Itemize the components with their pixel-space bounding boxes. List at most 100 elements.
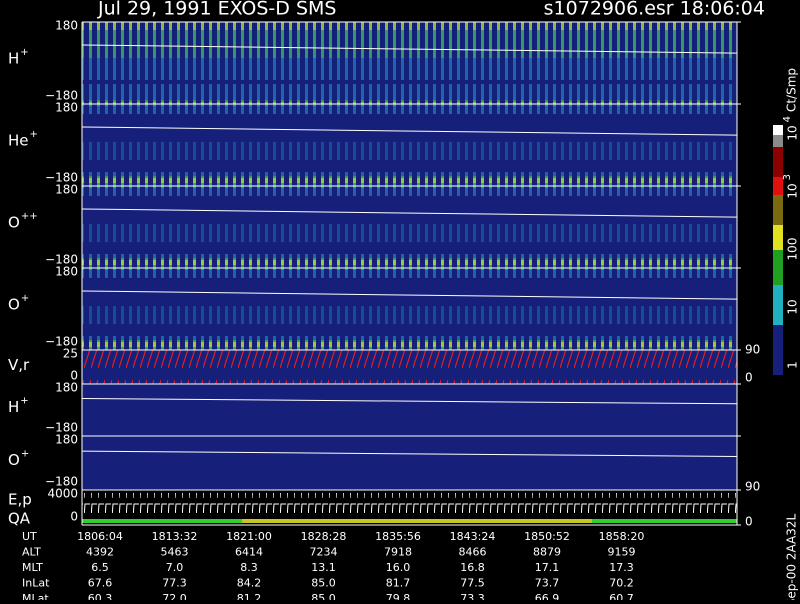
panel-label: O	[8, 295, 20, 313]
colorbar-tick: 10 3	[782, 174, 800, 199]
row-label: ALT	[22, 546, 41, 559]
left-tick-label: 0	[70, 510, 78, 524]
colorbar-tick-label: 1	[786, 361, 800, 369]
colorbar-ticks: 1 10 100 10 3 10 4	[782, 116, 800, 369]
cell: 73.3	[460, 592, 485, 600]
colorbar: Ct/Smp	[773, 68, 799, 375]
colorbar-unit: Ct/Smp	[785, 68, 799, 112]
row-label: MLat	[22, 592, 49, 600]
left-tick-label: 180	[55, 265, 78, 279]
right-tick-label: 90	[745, 343, 760, 357]
cell: 81.2	[237, 592, 262, 600]
panel-label: H	[8, 398, 19, 416]
cell: 77.5	[460, 577, 485, 590]
colorbar-tick-label: 10	[786, 183, 800, 198]
panel-plot	[82, 22, 737, 104]
cell: 1843:24	[450, 530, 496, 543]
cell: 8466	[459, 546, 487, 559]
cell: 6.5	[91, 561, 109, 574]
header-right: s1072906.esr 18:06:04	[544, 0, 765, 20]
ephemeris-table: UT 1806:04 1813:32 1821:00 1828:28 1835:56 184…	[22, 530, 645, 604]
cell: 77.3	[162, 577, 187, 590]
cell: 16.0	[386, 561, 411, 574]
left-tick-label: 180	[55, 433, 78, 447]
cell: 1828:28	[301, 530, 347, 543]
panel-plot	[82, 436, 737, 490]
cell: 60.3	[88, 592, 113, 600]
left-tick-label: 4000	[47, 487, 78, 501]
trace-line	[81, 290, 738, 300]
cell: 1858:20	[599, 530, 645, 543]
panel-label: QA	[8, 510, 31, 528]
cell: 84.2	[237, 577, 262, 590]
left-tick-label: −180	[45, 253, 78, 267]
panel-plot	[82, 268, 737, 350]
panel-plot	[82, 186, 737, 268]
cell: 16.8	[460, 561, 485, 574]
qa-bar	[242, 519, 592, 523]
left-tick-label: −180	[45, 171, 78, 185]
right-tick-label: 90	[745, 480, 760, 494]
panel-label-sup: +	[20, 47, 28, 58]
trace-line	[81, 450, 738, 458]
cell: 1806:04	[77, 530, 123, 543]
panel-plot	[82, 384, 737, 436]
cell: 4392	[86, 546, 114, 559]
panel-label-sup: +	[21, 448, 29, 459]
cell: 13.1	[311, 561, 336, 574]
cell: 73.7	[535, 577, 560, 590]
cell: 85.0	[311, 592, 336, 600]
qa-bar	[592, 519, 737, 523]
panel-label: H	[8, 49, 19, 67]
cell: 70.2	[609, 577, 634, 590]
trace-line	[81, 44, 738, 54]
colorbar-tick-sup: 4	[782, 116, 793, 122]
left-tick-label: 180	[55, 101, 78, 115]
qa-bar	[82, 519, 242, 523]
cell: 79.8	[386, 592, 411, 600]
cell: 7.0	[166, 561, 184, 574]
colorbar-tick: 10 4	[782, 116, 800, 141]
panel-label-sup: +	[21, 293, 29, 304]
cell: 7234	[310, 546, 338, 559]
left-tick-label: 25	[63, 347, 78, 361]
panel-label: He	[8, 131, 29, 149]
left-tick-label: −180	[45, 475, 78, 489]
cell: 8.3	[240, 561, 258, 574]
cell: 81.7	[386, 577, 411, 590]
cell: 17.3	[609, 561, 634, 574]
panel-label-sup: ++	[21, 211, 38, 222]
colorbar-tick-label: 100	[786, 238, 800, 261]
cell: 17.1	[535, 561, 560, 574]
right-tick-label: 0	[745, 515, 753, 529]
cell: 1850:52	[524, 530, 570, 543]
cell: 67.6	[88, 577, 113, 590]
panel-plot	[82, 350, 737, 384]
header-left: Jul 29, 1991 EXOS-D SMS	[97, 0, 336, 20]
left-tick-label: −180	[45, 335, 78, 349]
left-tick-label: 180	[55, 183, 78, 197]
cell: 1813:32	[152, 530, 198, 543]
left-tick-label: −180	[45, 421, 78, 435]
cell: 1835:56	[375, 530, 421, 543]
qa-sawtooth	[82, 493, 737, 513]
panel-label-sup: +	[20, 395, 28, 406]
colorbar-tick: 1	[786, 361, 800, 369]
row-label: MLT	[22, 561, 43, 574]
panel-label: V,r	[8, 356, 30, 374]
footer: Sep-00 2AA32L	[785, 514, 799, 601]
cell: 1821:00	[226, 530, 272, 543]
cell: 72.0	[162, 592, 187, 600]
colorbar-tick-sup: 3	[782, 174, 793, 180]
right-tick-label: 0	[745, 371, 753, 385]
left-tick-label: 0	[70, 369, 78, 383]
colorbar-tick: 10	[786, 299, 800, 314]
cell: 7918	[384, 546, 412, 559]
panel-label: E,p	[8, 491, 32, 509]
trace-line	[81, 126, 738, 136]
panel-plot	[82, 104, 737, 186]
colorbar-tick-label: 10	[786, 299, 800, 314]
left-tick-label: 180	[55, 381, 78, 395]
